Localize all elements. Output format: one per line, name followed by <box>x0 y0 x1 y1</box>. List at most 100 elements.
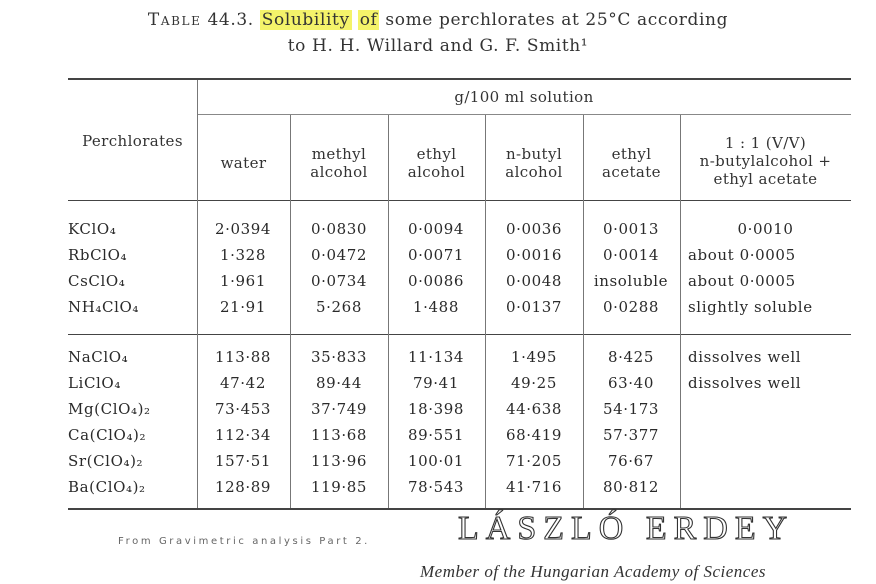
author-affiliation: Member of the Hungarian Academy of Scien… <box>420 562 766 581</box>
table-cell: 0·0137 <box>505 298 563 316</box>
row-name: LiClO₄ <box>68 374 121 392</box>
table-cell: 113·68 <box>310 426 368 444</box>
col-header-line: methyl <box>311 145 367 163</box>
table-caption-line-2: to H. H. Willard and G. F. Smith¹ <box>287 36 589 56</box>
table-cell: 128·89 <box>214 478 272 496</box>
group-separator-rule <box>68 334 851 335</box>
table-cell: 47·42 <box>220 374 266 392</box>
group-header: g/100 ml solution <box>454 88 594 106</box>
table-cell: 21·91 <box>220 298 266 316</box>
row-name: NH₄ClO₄ <box>68 298 140 316</box>
table-cell: 1·961 <box>220 272 266 290</box>
col-header-mixture: 1 : 1 (V/V) n-butylalcohol + ethyl acetate <box>680 134 851 188</box>
table-cell: 8·425 <box>608 348 654 366</box>
header-bottom-rule <box>68 200 851 201</box>
table-cell: 0·0013 <box>602 220 660 238</box>
table-cell: 0·0094 <box>407 220 465 238</box>
table-cell: 112·34 <box>214 426 272 444</box>
table-cell: 1·328 <box>220 246 266 264</box>
table-cell: 37·749 <box>310 400 368 418</box>
col-header-line: alcohol <box>407 163 466 181</box>
col-header-line: alcohol <box>310 163 368 181</box>
table-cell: 0·0288 <box>602 298 660 316</box>
table-cell: about 0·0005 <box>688 246 796 264</box>
table-cell: 80·812 <box>602 478 660 496</box>
row-header-perchlorates: Perchlorates <box>82 132 183 150</box>
col-header-line: 1 : 1 (V/V) <box>724 134 807 152</box>
table-number: 44.3. <box>207 10 254 30</box>
table-cell: 18·398 <box>407 400 465 418</box>
table-cell: 0·0010 <box>737 220 794 238</box>
table-cell: 0·0048 <box>505 272 563 290</box>
col-header-line: acetate <box>602 163 661 181</box>
row-name: KClO₄ <box>68 220 117 238</box>
col-header-line: n-butyl <box>505 145 563 163</box>
col-header-line: alcohol <box>505 163 563 181</box>
table-cell: 44·638 <box>505 400 563 418</box>
col-divider-5 <box>680 115 681 508</box>
table-cell: 63·40 <box>608 374 654 392</box>
table-cell: 2·0394 <box>214 220 272 238</box>
row-name: CsClO₄ <box>68 272 126 290</box>
table-cell: 49·25 <box>511 374 557 392</box>
col-header-n-butyl-alcohol: n-butyl alcohol <box>485 145 583 181</box>
table-caption-line-1: Table 44.3. Solubility of some perchlora… <box>0 10 876 30</box>
table-cell: 57·377 <box>602 426 660 444</box>
table-cell: 54·173 <box>602 400 660 418</box>
table-cell: 79·41 <box>413 374 459 392</box>
table-cell: 0·0086 <box>407 272 465 290</box>
col-divider-0 <box>197 80 198 508</box>
highlighted-word-solubility: Solubility <box>259 10 352 30</box>
col-header-ethyl-alcohol: ethyl alcohol <box>388 145 485 181</box>
table-cell: 89·44 <box>316 374 362 392</box>
table-cell: dissolves well <box>688 348 802 366</box>
table-cell: 0·0014 <box>602 246 660 264</box>
table-cell: about 0·0005 <box>688 272 796 290</box>
table-cell: dissolves well <box>688 374 802 392</box>
table-cell: 0·0071 <box>407 246 465 264</box>
table-cell: 78·543 <box>407 478 465 496</box>
group-header-rule <box>197 114 851 115</box>
col-header-line: ethyl acetate <box>713 170 818 188</box>
col-divider-1 <box>290 115 291 508</box>
row-name: Ca(ClO₄)₂ <box>68 426 147 444</box>
highlighted-word-of: of <box>357 10 380 30</box>
table-cell: 73·453 <box>214 400 272 418</box>
caption-rest: some perchlorates at 25°C according <box>379 10 729 30</box>
table-cell: insoluble <box>593 272 669 290</box>
table-cell: 41·716 <box>505 478 563 496</box>
table-cell: 76·67 <box>608 452 654 470</box>
row-name: Mg(ClO₄)₂ <box>68 400 151 418</box>
table-cell: 11·134 <box>407 348 465 366</box>
col-header-line: n-butylalcohol + <box>699 152 832 170</box>
table-cell: 113·88 <box>214 348 272 366</box>
col-header-line: ethyl <box>416 145 457 163</box>
row-name: RbClO₄ <box>68 246 128 264</box>
table-cell: 0·0472 <box>310 246 368 264</box>
table-cell: 0·0036 <box>505 220 563 238</box>
table-cell: 71·205 <box>505 452 563 470</box>
col-divider-2 <box>388 115 389 508</box>
col-header-line: ethyl <box>611 145 652 163</box>
table-top-rule <box>68 78 851 80</box>
col-divider-4 <box>583 115 584 508</box>
table-cell: 1·488 <box>413 298 459 316</box>
table-cell: 89·551 <box>407 426 465 444</box>
table-cell: 113·96 <box>310 452 368 470</box>
table-cell: 68·419 <box>505 426 563 444</box>
table-cell: 35·833 <box>310 348 368 366</box>
author-name: LÁSZLÓ ERDEY <box>457 509 795 547</box>
row-name: Sr(ClO₄)₂ <box>68 452 144 470</box>
table-bottom-rule <box>68 508 851 510</box>
row-name: NaClO₄ <box>68 348 129 366</box>
table-cell: 100·01 <box>407 452 465 470</box>
table-cell: 0·0734 <box>310 272 368 290</box>
col-header-methyl-alcohol: methyl alcohol <box>290 145 388 181</box>
col-header-water: water <box>197 154 290 172</box>
table-cell: 157·51 <box>214 452 272 470</box>
table-label: Table <box>147 10 202 30</box>
caption-space <box>352 10 358 30</box>
table-cell: 1·495 <box>511 348 557 366</box>
source-note: From Gravimetric analysis Part 2. <box>118 536 370 547</box>
table-cell: 119·85 <box>310 478 368 496</box>
